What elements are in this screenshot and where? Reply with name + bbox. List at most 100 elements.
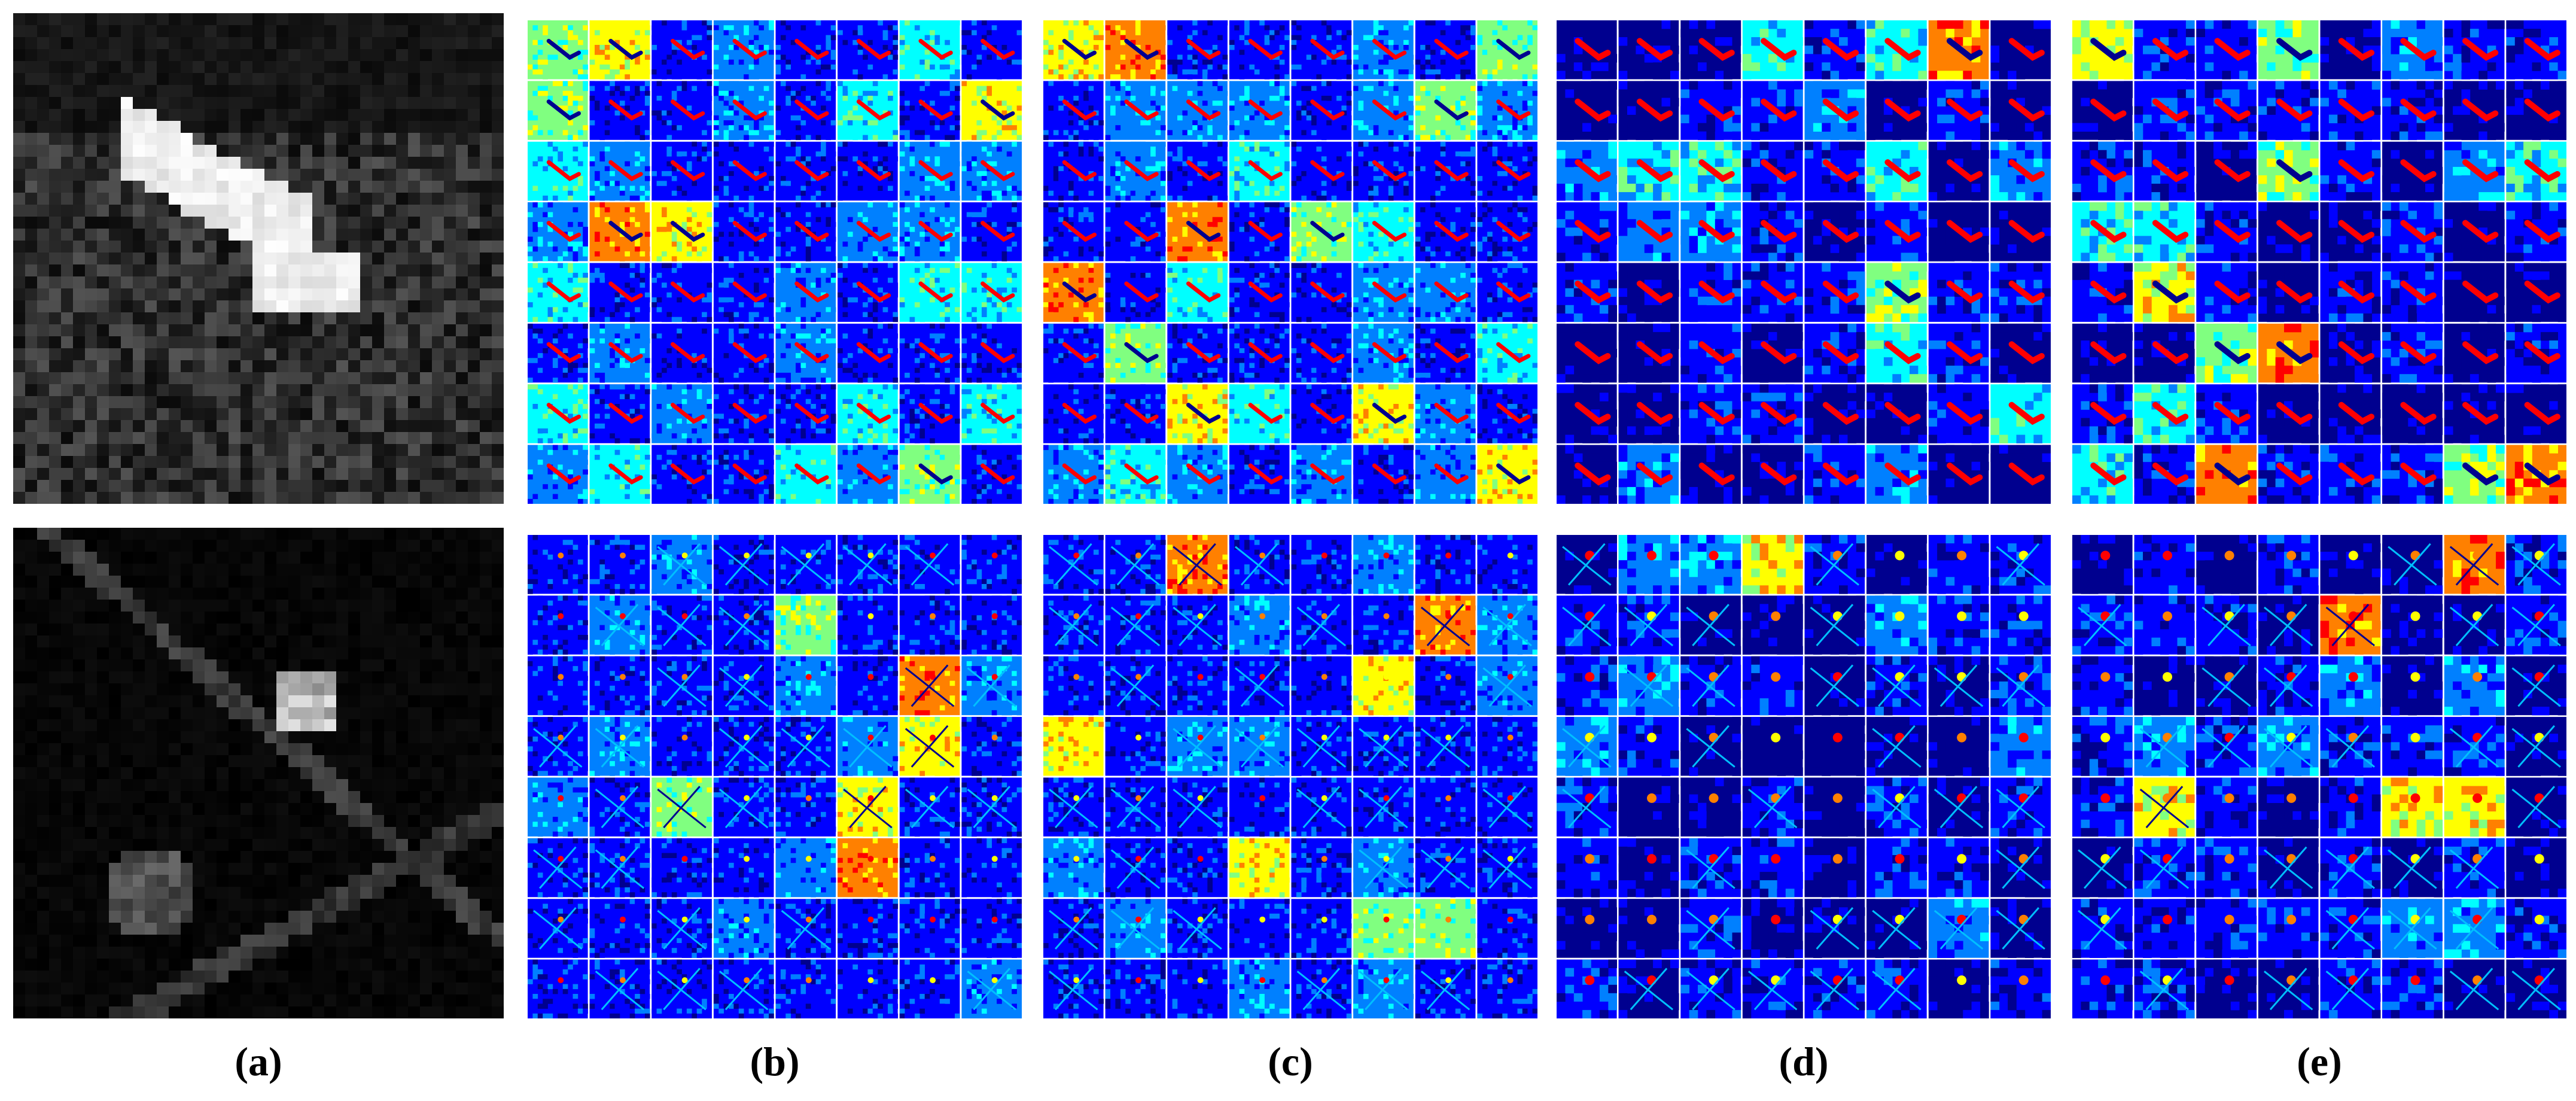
feature-map-tile — [1043, 263, 1104, 323]
feature-map-tile — [589, 535, 650, 594]
feature-map-tile — [589, 959, 650, 1018]
feature-map-tile — [1804, 777, 1865, 837]
feature-map-tile — [2072, 20, 2133, 80]
feature-map-tile — [1804, 263, 1865, 322]
feature-map-tile — [2382, 959, 2443, 1018]
feature-map-tile — [1415, 717, 1476, 776]
feature-map-grid — [528, 20, 1022, 504]
feature-map-tile — [1928, 263, 1989, 323]
feature-map-tile — [2134, 141, 2195, 201]
feature-map-tile — [2196, 445, 2257, 504]
feature-map-tile — [1990, 717, 2051, 776]
feature-map-tile — [1618, 899, 1679, 958]
feature-map-tile — [1353, 323, 1414, 383]
feature-map-tile — [2382, 141, 2443, 201]
feature-map-tile — [1742, 899, 1803, 958]
feature-map-tile — [2444, 838, 2505, 898]
feature-map-tile — [1415, 656, 1476, 716]
feature-map-tile — [1105, 656, 1166, 716]
feature-map-tile — [775, 838, 836, 898]
feature-map-tile — [1618, 535, 1679, 594]
feature-map-tile — [1105, 323, 1166, 383]
feature-map-tile — [961, 202, 1022, 261]
feature-map-tile — [1866, 959, 1927, 1018]
feature-map-tile — [2320, 899, 2381, 958]
feature-map-tile — [528, 384, 588, 443]
feature-map-tile — [1804, 535, 1865, 594]
feature-map-tile — [2072, 717, 2133, 776]
feature-map-tile — [1866, 777, 1928, 837]
feature-map-tile — [775, 777, 836, 837]
feature-map-tile — [1167, 656, 1228, 716]
feature-map-tile — [1477, 202, 1537, 261]
feature-maps-c-top — [1043, 20, 1537, 504]
feature-map-tile — [1353, 202, 1414, 261]
feature-map-tile — [713, 141, 774, 201]
feature-map-tile — [1928, 595, 1989, 655]
feature-map-tile — [1291, 20, 1352, 80]
feature-map-tile — [1990, 899, 2051, 958]
feature-map-tile — [1291, 141, 1352, 201]
feature-map-tile — [2506, 656, 2566, 716]
feature-map-tile — [899, 263, 960, 323]
feature-map-tile — [1990, 20, 2051, 80]
feature-map-tile — [2258, 141, 2319, 201]
feature-map-tile — [1742, 323, 1803, 383]
feature-map-tile — [2320, 323, 2381, 383]
feature-map-tile — [651, 323, 712, 383]
feature-map-tile — [713, 20, 774, 80]
feature-map-tile — [838, 20, 899, 80]
feature-map-tile — [1477, 323, 1537, 383]
feature-map-tile — [2444, 445, 2505, 504]
feature-map-tile — [838, 656, 899, 716]
feature-map-tile — [2134, 656, 2195, 716]
feature-map-tile — [2382, 263, 2443, 323]
feature-map-tile — [1680, 20, 1741, 80]
feature-map-tile — [775, 717, 836, 776]
feature-map-tile — [2072, 263, 2133, 323]
feature-map-tile — [2258, 535, 2319, 594]
feature-map-tile — [713, 384, 774, 443]
feature-map-tile — [2444, 899, 2505, 958]
feature-map-tile — [899, 717, 960, 776]
feature-map-tile — [899, 959, 960, 1018]
feature-map-tile — [1477, 595, 1537, 655]
feature-map-tile — [2134, 959, 2195, 1018]
feature-map-tile — [1105, 202, 1166, 261]
feature-map-tile — [2444, 20, 2505, 80]
feature-map-tile — [589, 656, 650, 716]
feature-map-tile — [2320, 535, 2381, 594]
feature-map-tile — [1557, 777, 1617, 837]
feature-map-tile — [1680, 141, 1741, 201]
feature-map-tile — [1742, 656, 1803, 716]
feature-map-tile — [1229, 777, 1290, 837]
feature-map-tile — [1043, 445, 1104, 504]
feature-map-tile — [528, 656, 588, 716]
feature-map-tile — [1990, 384, 2051, 443]
feature-map-tile — [1353, 959, 1414, 1018]
feature-map-tile — [1928, 656, 1989, 716]
feature-map-tile — [2134, 535, 2195, 594]
feature-map-tile — [1557, 263, 1617, 323]
feature-map-tile — [1353, 717, 1414, 776]
feature-map-tile — [2382, 81, 2443, 141]
feature-map-tile — [1928, 20, 1989, 80]
feature-map-tile — [838, 777, 899, 837]
feature-map-tile — [2320, 445, 2381, 504]
feature-map-tile — [1742, 777, 1803, 837]
feature-map-tile — [1618, 777, 1679, 837]
feature-map-tile — [2444, 384, 2505, 443]
feature-map-tile — [528, 445, 588, 504]
feature-map-tile — [2072, 899, 2133, 958]
feature-map-tile — [1680, 656, 1741, 716]
feature-map-tile — [838, 323, 899, 383]
feature-map-tile — [1990, 141, 2051, 201]
feature-map-tile — [2196, 777, 2257, 837]
feature-map-tile — [2196, 384, 2257, 443]
feature-map-tile — [1866, 899, 1928, 958]
feature-map-tile — [651, 838, 712, 898]
feature-map-tile — [899, 202, 960, 261]
feature-map-tile — [775, 384, 836, 443]
feature-map-tile — [1105, 81, 1166, 141]
feature-map-tile — [1557, 595, 1617, 655]
